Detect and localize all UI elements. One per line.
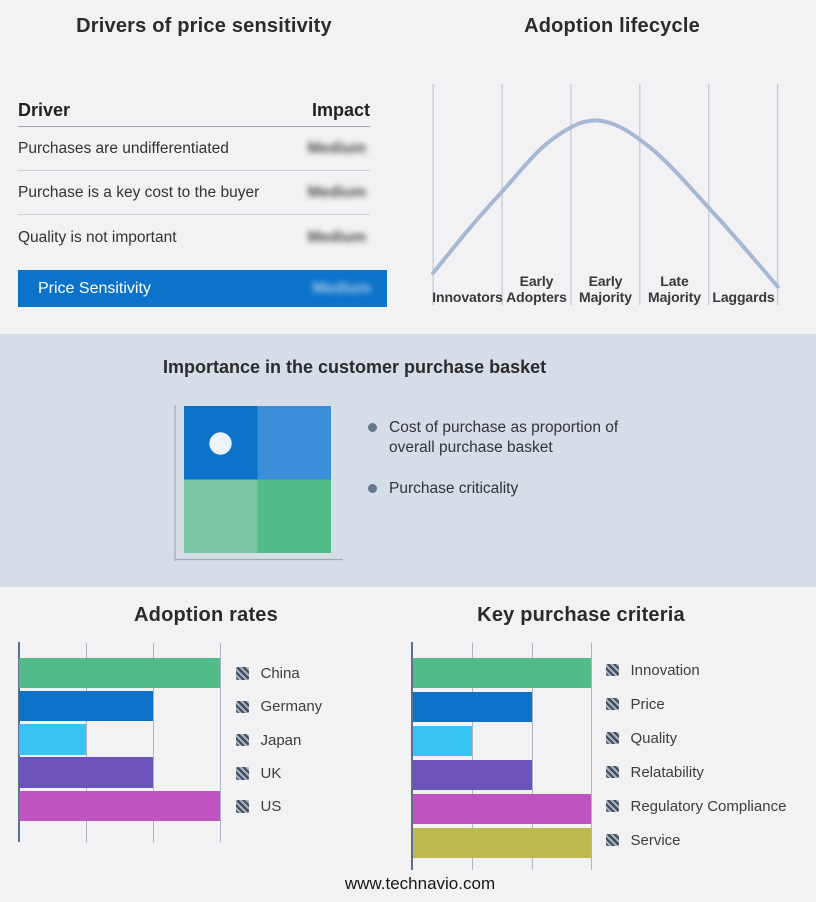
table-row: Quality is not important Medium — [18, 215, 370, 260]
legend-item: Price — [606, 687, 786, 721]
adoption-rates-title: Adoption rates — [134, 604, 278, 626]
col-header-driver: Driver — [18, 100, 71, 120]
quadrant-marker-dot — [209, 432, 232, 455]
legend-item: China — [236, 657, 322, 690]
legend-item: US — [236, 790, 322, 823]
legend-item: Quality — [606, 721, 786, 755]
legend-item: Germany — [236, 690, 322, 723]
legend-swatch-hatched-icon — [236, 767, 249, 780]
x-gridline — [85, 642, 87, 842]
stage-early-adopters: Early Adopters — [506, 273, 567, 305]
impact-cell-blurred: Medium — [307, 139, 366, 157]
bar-innovation — [412, 657, 592, 688]
bar-price — [412, 691, 532, 722]
x-gridline — [531, 642, 533, 870]
quadrant-bottom-left — [184, 479, 258, 553]
x-gridline — [219, 642, 221, 842]
bottom-charts-section: Adoption rates Key purchase criteria Chi… — [0, 587, 816, 902]
summary-impact-blurred: Medium — [312, 279, 371, 297]
bar-us — [19, 790, 220, 821]
driver-cell: Purchases are undifferentiated — [18, 139, 229, 157]
legend-item: Japan — [236, 724, 322, 757]
bullet-item: Purchase criticality — [368, 479, 630, 499]
quadrant-top-right — [257, 406, 331, 480]
purchase-basket-bullet-list: Cost of purchase as proportion of overal… — [368, 418, 630, 521]
x-gridline — [152, 642, 154, 842]
y-axis-line — [17, 641, 20, 842]
price-drivers-table: Driver Impact Purchases are undifferenti… — [18, 94, 370, 260]
bar-uk — [19, 757, 153, 788]
legend-swatch-hatched-icon — [236, 700, 249, 714]
impact-cell-blurred: Medium — [307, 183, 366, 201]
table-row: Purchase is a key cost to the buyer Medi… — [18, 171, 370, 215]
adoption-rates-legend: China Germany Japan UK US — [236, 657, 322, 823]
summary-label: Price Sensitivity — [38, 279, 151, 297]
stage-innovators: Innovators — [432, 289, 503, 305]
bullet-dot-icon — [368, 423, 377, 432]
bar-relatability — [412, 759, 532, 790]
legend-swatch-hatched-icon — [606, 833, 619, 847]
bar-regulatory-compliance — [412, 793, 592, 824]
table-header: Driver Impact — [18, 94, 370, 127]
legend-swatch-hatched-icon — [606, 799, 619, 813]
legend-swatch-hatched-icon — [236, 733, 249, 747]
bullet-dot-icon — [368, 484, 377, 493]
price-sensitivity-title: Drivers of price sensitivity — [76, 15, 332, 37]
quadrant-bottom-right — [257, 479, 331, 553]
purchase-basket-band: Importance in the customer purchase bask… — [0, 334, 816, 587]
bar-service — [412, 827, 592, 858]
lifecycle-bell-curve-chart — [431, 84, 780, 305]
lifecycle-stage-labels: Innovators Early Adopters Early Majority… — [408, 0, 816, 306]
bar-japan — [19, 724, 86, 755]
key-purchase-criteria-legend: Innovation Price Quality Relatability Re… — [606, 653, 786, 857]
bar-china — [19, 657, 220, 688]
website-footer: www.technavio.com — [344, 874, 496, 893]
stage-laggards: Laggards — [712, 289, 775, 305]
key-purchase-criteria-title: Key purchase criteria — [477, 604, 685, 626]
x-gridline — [472, 642, 474, 870]
adoption-lifecycle-panel: Adoption lifecycle Innovators Early Adop… — [408, 0, 816, 334]
stage-early-majority: Early Majority — [579, 273, 632, 305]
legend-swatch-hatched-icon — [606, 765, 619, 779]
legend-item: Regulatory Compliance — [606, 789, 786, 823]
adoption-lifecycle-title: Adoption lifecycle — [524, 15, 700, 37]
adoption-rates-bar-chart — [0, 587, 816, 902]
legend-item: Service — [606, 823, 786, 857]
table-row: Purchases are undifferentiated Medium — [18, 127, 370, 171]
legend-item: Innovation — [606, 653, 786, 687]
legend-swatch-hatched-icon — [606, 697, 619, 711]
impact-cell-blurred: Medium — [307, 228, 366, 246]
y-axis-line — [411, 641, 413, 870]
legend-swatch-hatched-icon — [606, 663, 619, 677]
legend-swatch-hatched-icon — [236, 667, 249, 680]
key-purchase-criteria-bar-chart — [0, 587, 816, 902]
legend-swatch-hatched-icon — [236, 800, 249, 813]
col-header-impact: Impact — [311, 100, 370, 120]
driver-cell: Purchase is a key cost to the buyer — [18, 183, 260, 201]
purchase-basket-quadrant-chart — [174, 405, 343, 561]
legend-item: Relatability — [606, 755, 786, 789]
legend-item: UK — [236, 757, 322, 790]
purchase-basket-title: Importance in the customer purchase bask… — [163, 357, 547, 377]
driver-cell: Quality is not important — [18, 228, 177, 246]
bullet-item: Cost of purchase as proportion of overal… — [368, 418, 630, 457]
x-gridline — [591, 642, 593, 870]
bar-germany — [19, 690, 153, 722]
price-sensitivity-summary-bar: Price Sensitivity Medium — [18, 270, 387, 307]
stage-late-majority: Late Majority — [648, 273, 701, 305]
price-sensitivity-panel: Drivers of price sensitivity Driver Impa… — [0, 0, 408, 334]
bar-quality — [412, 725, 473, 756]
legend-swatch-hatched-icon — [606, 731, 619, 745]
lifecycle-bell-curve — [431, 118, 780, 289]
